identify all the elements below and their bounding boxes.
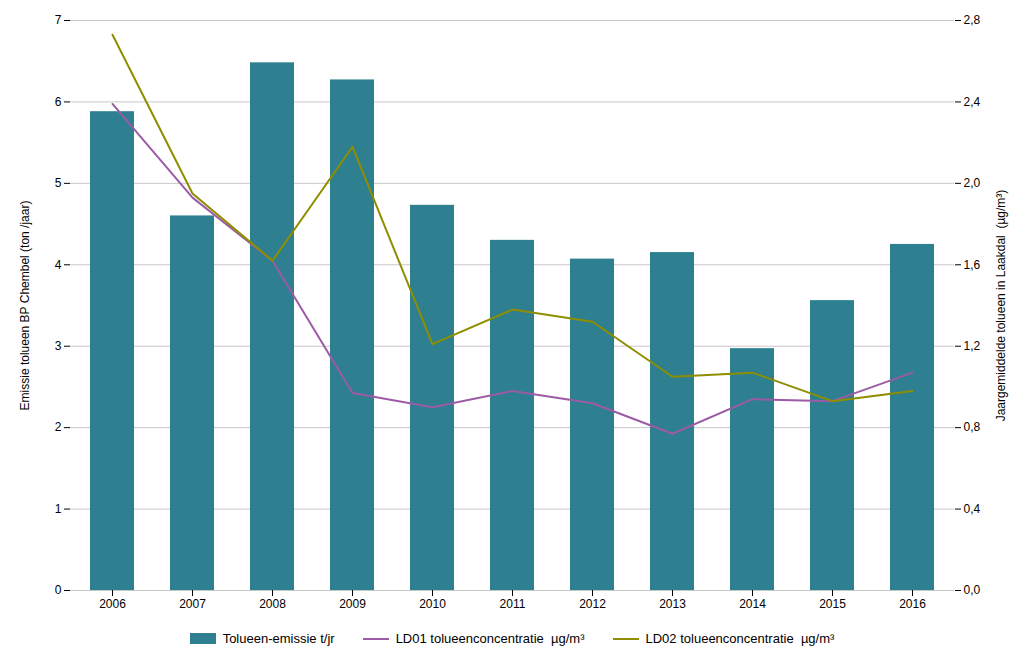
svg-text:2009: 2009 [339,597,366,611]
svg-text:2014: 2014 [739,597,766,611]
svg-text:2011: 2011 [500,597,526,611]
svg-text:6: 6 [55,95,62,109]
svg-text:2,8: 2,8 [964,13,981,27]
svg-text:Emissie tolueen BP Chembel (to: Emissie tolueen BP Chembel (ton /jaar) [18,201,32,411]
svg-text:0,4: 0,4 [964,502,981,516]
svg-text:1: 1 [55,502,62,516]
svg-text:2010: 2010 [419,597,446,611]
svg-text:3: 3 [55,339,62,353]
svg-text:2007: 2007 [179,597,206,611]
svg-text:2015: 2015 [819,597,846,611]
svg-text:1,2: 1,2 [964,339,981,353]
svg-text:0,8: 0,8 [964,420,981,434]
svg-text:1,6: 1,6 [964,258,981,272]
html-text:LD01 tolueenconcentratie µg/m³: LD01 tolueenconcentratie µg/m³ [395,631,585,646]
svg-text:5: 5 [55,176,62,190]
svg-text:4: 4 [55,258,62,272]
svg-text:2006: 2006 [99,597,126,611]
svg-text:2,0: 2,0 [964,176,981,190]
svg-text:2012: 2012 [579,597,606,611]
svg-text:2016: 2016 [899,597,926,611]
svg-text:2008: 2008 [259,597,286,611]
html-text:LD02 tolueenconcentratie µg/m³: LD02 tolueenconcentratie µg/m³ [645,631,835,646]
svg-text:0,0: 0,0 [964,583,981,597]
html-text:Tolueen-emissie t/jr: Tolueen-emissie t/jr [222,631,335,646]
svg-text:0: 0 [55,583,62,597]
svg-text:2: 2 [55,420,62,434]
svg-text:2,4: 2,4 [964,95,981,109]
svg-text:Jaargemiddelde tolueen in Laak: Jaargemiddelde tolueen in Laakdal (µg/m³… [994,190,1008,422]
svg-text:7: 7 [55,13,62,27]
svg-text:2013: 2013 [659,597,686,611]
